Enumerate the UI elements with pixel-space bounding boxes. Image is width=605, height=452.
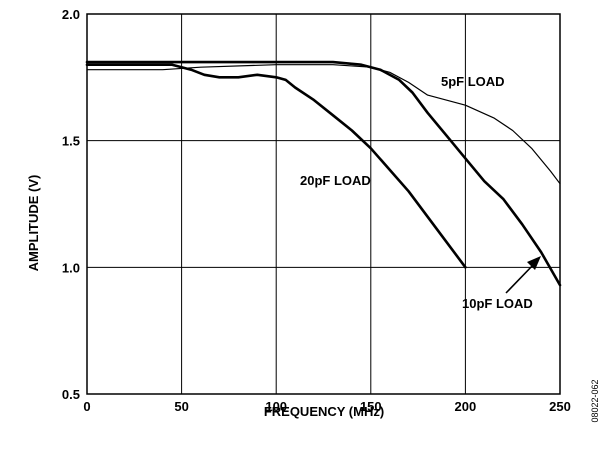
y-tick-label: 1.0 — [62, 260, 80, 275]
x-axis-title: FREQUENCY (MHz) — [264, 404, 384, 419]
annotation-label: 5pF LOAD — [441, 74, 505, 89]
annotation-arrow-head — [527, 256, 541, 270]
x-tick-label: 200 — [455, 399, 477, 414]
x-tick-label: 0 — [83, 399, 90, 414]
plot-frame — [87, 14, 560, 394]
annotation-label: 10pF LOAD — [462, 296, 533, 311]
annotation-label: 20pF LOAD — [300, 173, 371, 188]
x-tick-label: 50 — [174, 399, 188, 414]
grid — [87, 14, 560, 394]
y-tick-label: 0.5 — [62, 387, 80, 402]
annotations: 5pF LOAD 20pF LOAD 10pF LOAD — [300, 74, 541, 311]
y-axis-title: AMPLITUDE (V) — [26, 175, 41, 272]
x-tick-label: 250 — [549, 399, 571, 414]
y-tick-label: 2.0 — [62, 7, 80, 22]
y-tick-label: 1.5 — [62, 134, 80, 149]
figure-id: 08022-062 — [590, 379, 600, 422]
